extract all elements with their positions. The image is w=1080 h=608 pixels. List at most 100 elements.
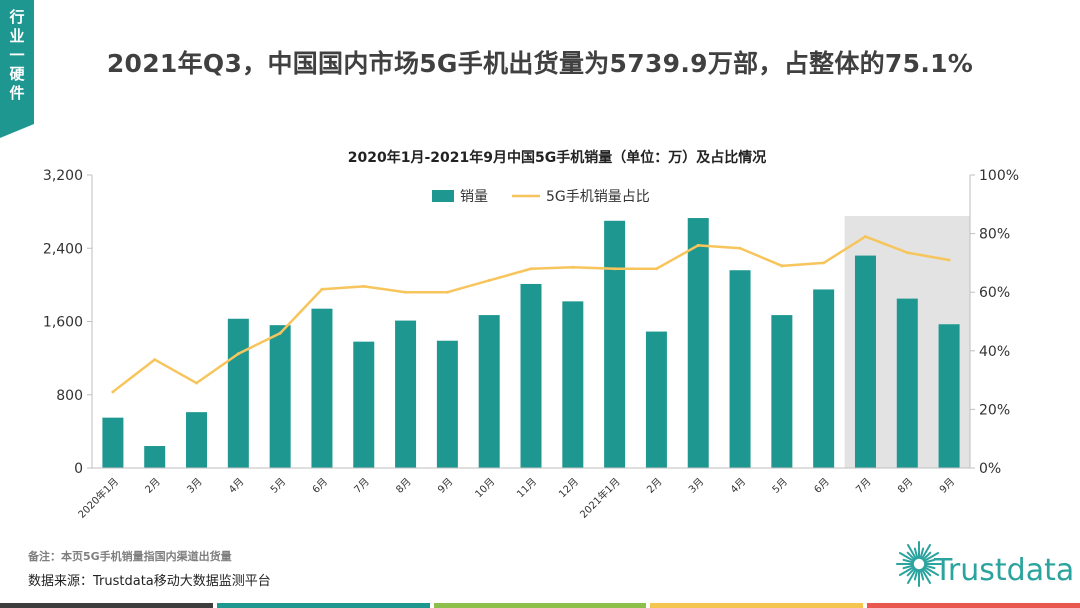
share-point-18	[822, 261, 826, 265]
share-point-17	[780, 264, 784, 268]
logo-ray	[922, 567, 932, 577]
logo-ray	[923, 566, 940, 576]
bar-16	[729, 270, 751, 468]
logo-ray	[913, 568, 919, 581]
logo-ray	[923, 552, 940, 562]
share-point-4	[236, 352, 240, 356]
logo-ray	[898, 566, 915, 576]
logo-ray	[902, 564, 915, 570]
bar-15	[687, 218, 709, 468]
footer-bar	[650, 603, 864, 608]
bar-2	[144, 446, 166, 468]
bar-11	[520, 283, 542, 468]
bar-21	[938, 324, 960, 468]
x-tick-label: 2021年1月	[577, 475, 623, 521]
logo-ray	[907, 543, 917, 560]
footer-bar	[867, 603, 1080, 608]
right-tick-label: 100%	[979, 168, 1019, 184]
share-point-15	[696, 243, 700, 247]
bar-4	[227, 318, 249, 468]
x-tick-label: 2月	[644, 476, 664, 496]
share-point-13	[613, 267, 617, 271]
right-tick-label: 20%	[979, 402, 1010, 418]
x-tick-label: 6月	[310, 476, 330, 496]
x-tick-label: 7月	[352, 476, 372, 496]
logo-ray	[907, 568, 917, 585]
left-tick-label: 3,200	[43, 168, 83, 184]
share-point-12	[571, 265, 575, 269]
legend-swatch-bar	[432, 190, 454, 202]
logo-ray	[898, 552, 915, 562]
share-point-2	[153, 358, 157, 362]
share-point-10	[487, 278, 491, 282]
bar-20	[896, 298, 918, 468]
share-point-1	[111, 390, 115, 394]
section-tag-char: 硬	[9, 65, 25, 83]
right-tick-label: 40%	[979, 344, 1010, 360]
logo-ray	[921, 568, 931, 585]
x-tick-label: 9月	[435, 476, 455, 496]
x-tick-label: 7月	[854, 476, 874, 496]
left-tick-label: 1,600	[43, 315, 83, 331]
logo-ray	[923, 564, 936, 570]
x-tick-label: 8月	[394, 476, 414, 496]
bar-7	[353, 341, 375, 468]
share-point-11	[529, 267, 533, 271]
logo-ray	[921, 543, 931, 560]
share-point-8	[404, 290, 408, 294]
left-tick-label: 0	[74, 461, 83, 477]
logo-ray	[913, 547, 919, 560]
footer-bar	[433, 603, 647, 608]
section-tag-char: 业	[9, 27, 25, 45]
share-point-14	[654, 267, 658, 271]
data-source: 数据来源：Trustdata移动大数据监测平台	[28, 574, 271, 589]
bar-5	[269, 325, 291, 468]
x-tick-label: 8月	[895, 476, 915, 496]
section-tag-char: 一	[9, 46, 25, 64]
x-tick-label: 5月	[770, 476, 790, 496]
x-tick-label: 4月	[728, 476, 748, 496]
right-tick-label: 60%	[979, 285, 1010, 301]
x-tick-label: 4月	[226, 476, 246, 496]
section-tag: 行 业 一 硬 件	[0, 0, 34, 138]
share-point-16	[738, 246, 742, 250]
bar-18	[813, 289, 835, 468]
combo-chart: 2020年1月-2021年9月中国5G手机销量（单位：万）及占比情况 0 800 1…	[43, 149, 1019, 521]
bar-8	[395, 320, 417, 468]
page-headline: 2021年Q3，中国国内市场5G手机出货量为5739.9万部，占整体的75.1%	[106, 49, 974, 78]
logo-ray	[922, 551, 932, 561]
right-tick-label: 0%	[979, 461, 1001, 477]
share-point-7	[362, 284, 366, 288]
trustdata-logo-icon	[896, 541, 942, 587]
share-point-9	[445, 290, 449, 294]
x-tick-label: 5月	[268, 476, 288, 496]
x-tick-label: 9月	[937, 476, 957, 496]
bar-14	[645, 331, 667, 468]
chart-container: 2020年1月-2021年9月中国5G手机销量（单位：万）及占比情况 0 800 1…	[0, 140, 1080, 540]
bar-10	[478, 315, 500, 468]
bar-3	[186, 412, 208, 468]
share-point-19	[863, 235, 867, 239]
x-tick-label: 11月	[515, 476, 540, 501]
bar-13	[604, 220, 626, 468]
x-tick-label: 2月	[143, 476, 163, 496]
chart-title: 2020年1月-2021年9月中国5G手机销量（单位：万）及占比情况	[348, 149, 766, 166]
logo-ray	[919, 547, 925, 560]
share-point-3	[195, 381, 199, 385]
x-tick-label: 10月	[473, 476, 498, 501]
logo-ray	[906, 567, 916, 577]
bar-6	[311, 308, 333, 468]
logo-ray	[923, 558, 936, 564]
left-tick-label: 2,400	[43, 241, 83, 257]
logo-ray	[906, 551, 916, 561]
footer-color-bars	[0, 603, 1080, 608]
legend-label-bar: 销量	[460, 189, 488, 205]
footnote: 备注：本页5G手机销量指国内渠道出货量	[28, 550, 232, 563]
logo-text: Trustdata	[934, 553, 1075, 588]
bar-1	[102, 417, 124, 468]
footer-bar	[0, 603, 213, 608]
x-tick-label: 2020年1月	[75, 475, 121, 521]
logo-ray	[902, 558, 915, 564]
x-tick-label: 6月	[812, 476, 832, 496]
bar-17	[771, 315, 793, 468]
